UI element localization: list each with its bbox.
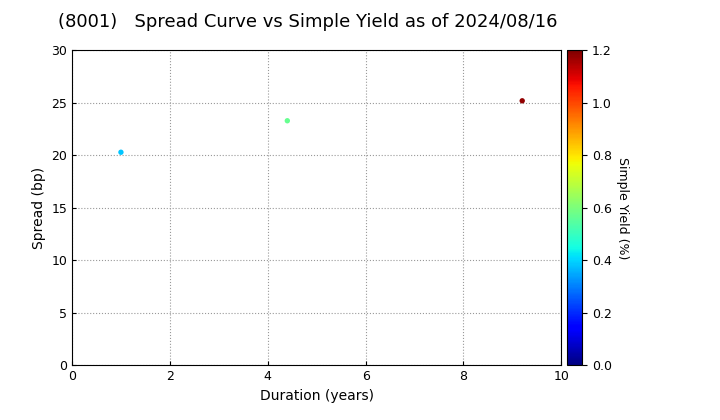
- Point: [516, 97, 528, 104]
- Text: (8001)   Spread Curve vs Simple Yield as of 2024/08/16: (8001) Spread Curve vs Simple Yield as o…: [58, 13, 557, 31]
- Y-axis label: Simple Yield (%): Simple Yield (%): [616, 157, 629, 259]
- Y-axis label: Spread (bp): Spread (bp): [32, 167, 45, 249]
- X-axis label: Duration (years): Duration (years): [260, 389, 374, 403]
- Point: [115, 149, 127, 155]
- Point: [282, 117, 293, 124]
